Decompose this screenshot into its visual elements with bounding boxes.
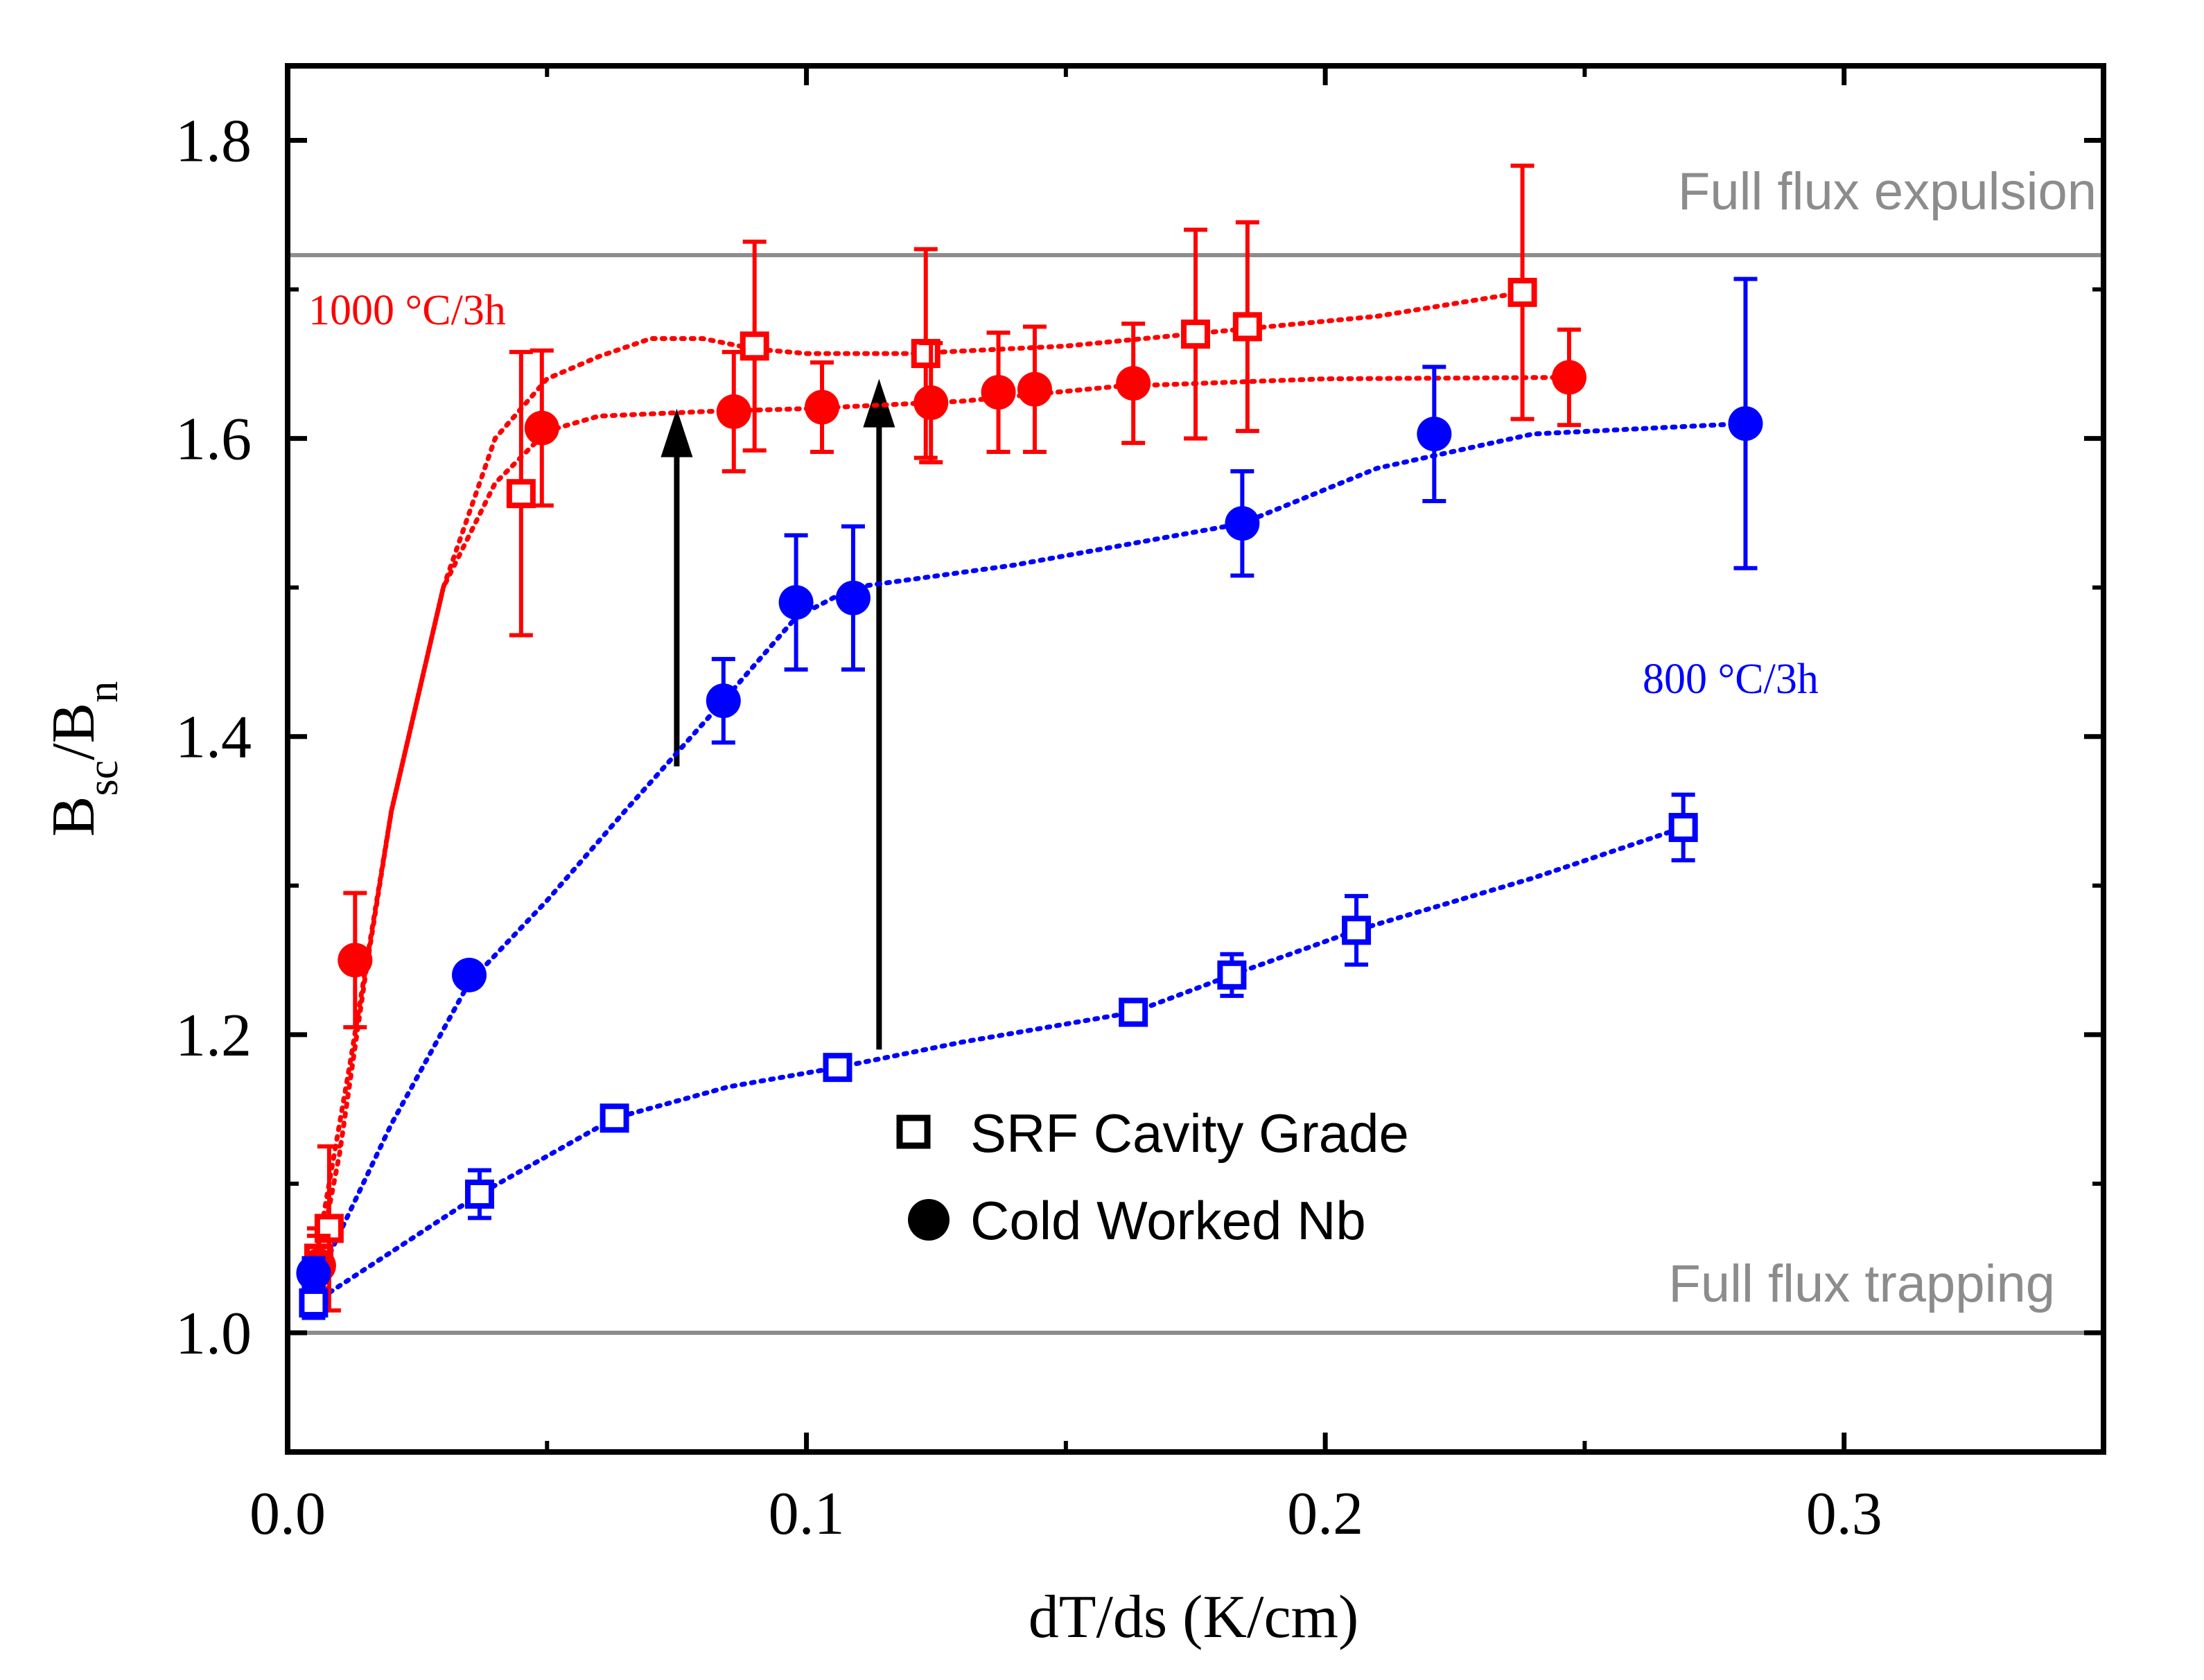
blue-filled-point xyxy=(706,683,741,719)
legend-label-cold-worked: Cold Worked Nb xyxy=(970,1190,1366,1251)
series-label-800: 800 °C/3h xyxy=(1643,656,1819,703)
blue-filled-point xyxy=(778,585,814,620)
red-filled-point xyxy=(1116,366,1151,401)
y-tick-label: 1.6 xyxy=(175,406,252,473)
legend: SRF Cavity Grade Cold Worked Nb xyxy=(896,1103,1409,1251)
red-filled-point xyxy=(1017,371,1052,407)
blue-filled-point xyxy=(835,580,871,615)
red-open-point xyxy=(506,479,536,509)
x-tick-label: 0.3 xyxy=(1806,1480,1882,1548)
plot-frame xyxy=(285,63,2106,1455)
x-tick-label: 0.1 xyxy=(769,1480,845,1548)
series-label-1000: 1000 °C/3h xyxy=(308,287,506,334)
red-filled-point xyxy=(524,410,559,446)
blue-open-point xyxy=(299,1288,329,1318)
improvement-arrowhead-1 xyxy=(661,408,693,457)
y-tick-label: 1.0 xyxy=(175,1300,252,1367)
blue-open-point xyxy=(1217,960,1247,990)
red-open-point xyxy=(911,339,941,369)
y-tick-label: 1.8 xyxy=(175,108,252,175)
blue-open-point xyxy=(600,1103,629,1133)
y-axis-title: Bsc/Bn xyxy=(40,681,127,837)
red-filled-fit-curve xyxy=(311,375,1572,1290)
red-filled-point xyxy=(1551,360,1586,395)
red-filled-point xyxy=(716,394,751,429)
blue-filled-point xyxy=(1728,406,1763,441)
blue-filled-point xyxy=(1225,506,1260,541)
blue-filled-point xyxy=(1417,417,1452,452)
blue-filled-point xyxy=(296,1255,331,1290)
blue-open-point xyxy=(1119,997,1148,1027)
improvement-arrowhead-2 xyxy=(863,378,895,428)
red-open-point xyxy=(1181,320,1210,349)
red-filled-point xyxy=(981,374,1016,410)
blue-open-fit-curve xyxy=(311,825,1686,1306)
blue-open-point xyxy=(1342,916,1372,945)
red-filled-point xyxy=(805,390,840,425)
red-open-fit-curve xyxy=(311,290,1525,1276)
red-open-point xyxy=(1232,312,1262,342)
x-tick-label: 0.2 xyxy=(1287,1480,1363,1548)
blue-open-point xyxy=(464,1179,494,1209)
red-filled-point xyxy=(338,943,373,978)
full-flux-trapping-label: Full flux trapping xyxy=(1668,1254,2055,1313)
blue-open-point xyxy=(1668,812,1698,842)
red-filled-point xyxy=(913,385,949,421)
legend-label-srf: SRF Cavity Grade xyxy=(970,1103,1409,1164)
red-open-point xyxy=(1507,277,1537,307)
x-tick-label: 0.0 xyxy=(250,1480,326,1548)
y-tick-label: 1.2 xyxy=(175,1002,252,1069)
y-tick-label: 1.4 xyxy=(175,704,252,771)
red-open-point xyxy=(740,331,769,361)
full-flux-expulsion-label: Full flux expulsion xyxy=(1678,162,2097,221)
legend-circle-marker xyxy=(908,1199,950,1241)
x-axis-title: dT/ds (K/cm) xyxy=(1029,1584,1359,1651)
legend-square-marker xyxy=(896,1114,931,1149)
plot-area: 0.0 0.1 0.2 0.3 1.0 1.2 1.4 1.6 1.8 xyxy=(175,63,2106,1548)
blue-open-point xyxy=(823,1053,852,1083)
blue-filled-point xyxy=(452,957,487,992)
